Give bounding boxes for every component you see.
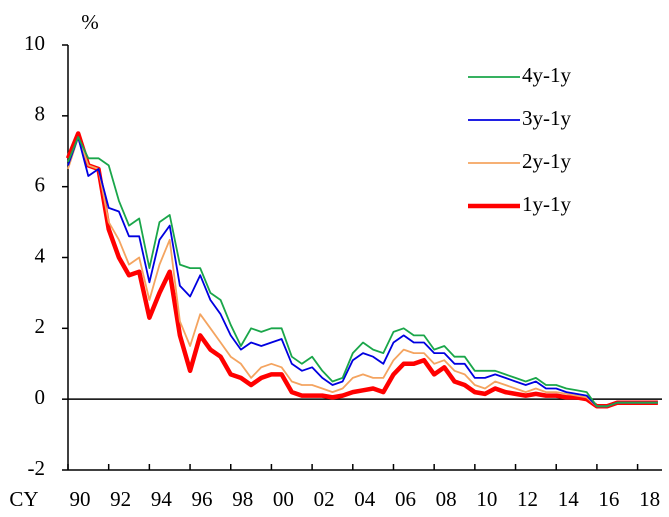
series-line bbox=[67, 136, 658, 408]
x-tick-label: 10 bbox=[476, 487, 497, 511]
x-tick-label: 12 bbox=[517, 487, 538, 511]
y-tick-label: 0 bbox=[35, 385, 46, 409]
x-tick-label: 18 bbox=[639, 487, 660, 511]
y-tick-label: 10 bbox=[24, 31, 45, 55]
x-tick-label: 92 bbox=[110, 487, 131, 511]
x-tick-label: 16 bbox=[598, 487, 619, 511]
y-tick-label: 2 bbox=[35, 314, 46, 338]
y-tick-label: 4 bbox=[35, 243, 46, 267]
x-tick-label: 90 bbox=[70, 487, 91, 511]
x-tick-label: 06 bbox=[395, 487, 416, 511]
x-tick-label: 00 bbox=[273, 487, 294, 511]
series-line bbox=[67, 136, 658, 408]
legend-label: 2y-1y bbox=[522, 149, 571, 173]
legend-label: 1y-1y bbox=[522, 192, 571, 216]
series-line bbox=[65, 131, 658, 409]
y-axis-label: % bbox=[81, 10, 99, 34]
series-line bbox=[67, 136, 658, 408]
x-tick-label: 96 bbox=[192, 487, 213, 511]
x-tick-label: 04 bbox=[354, 487, 376, 511]
x-tick-label: 14 bbox=[558, 487, 580, 511]
x-tick-label: 08 bbox=[436, 487, 457, 511]
x-axis-label: CY bbox=[9, 487, 38, 511]
legend-label: 4y-1y bbox=[522, 63, 571, 87]
y-tick-label: -2 bbox=[28, 456, 46, 480]
y-tick-label: 8 bbox=[35, 102, 46, 126]
y-tick-label: 6 bbox=[35, 172, 46, 196]
x-tick-label: 98 bbox=[232, 487, 253, 511]
legend-label: 3y-1y bbox=[522, 106, 571, 130]
x-tick-label: 02 bbox=[314, 487, 335, 511]
x-tick-label: 94 bbox=[151, 487, 173, 511]
